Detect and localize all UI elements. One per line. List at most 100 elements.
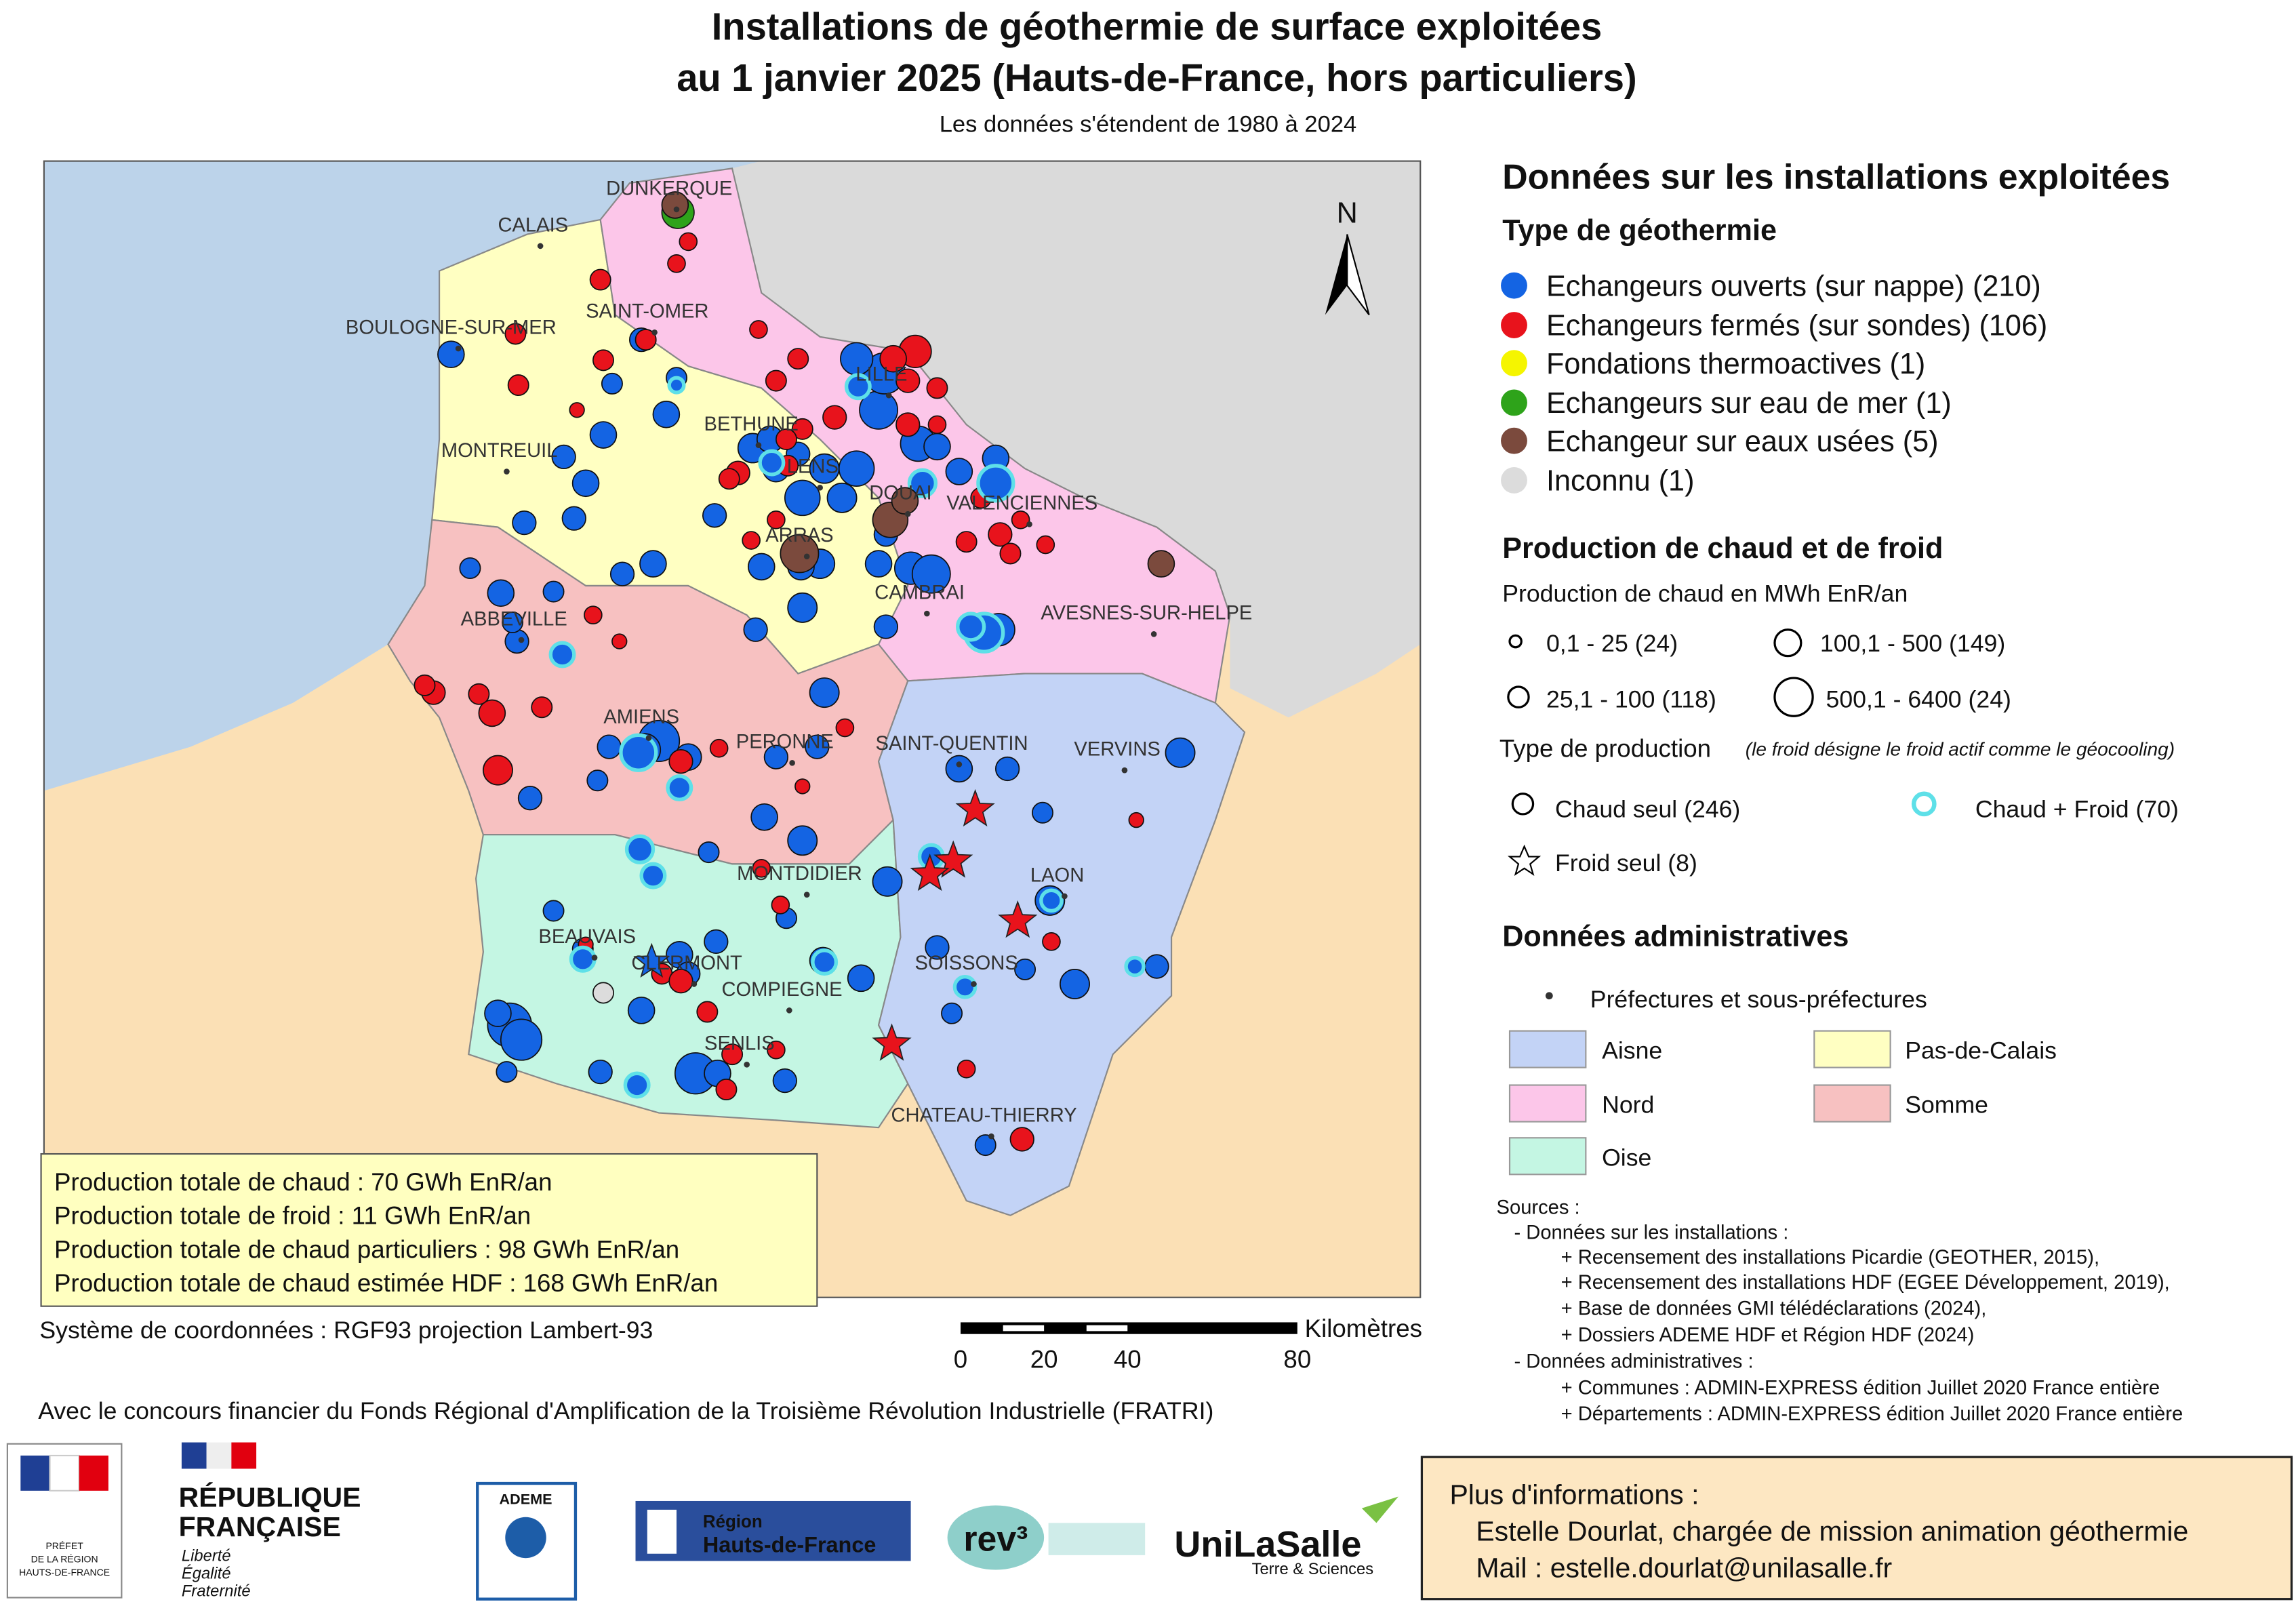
logo-text: Liberté <box>182 1547 231 1565</box>
north-arrow <box>1325 234 1348 315</box>
legend-size <box>1508 634 1523 649</box>
installation-cold-only <box>998 900 1038 938</box>
prefecture-point <box>591 955 598 961</box>
installation-open-loop <box>609 561 635 586</box>
prefecture-point <box>651 329 658 336</box>
legend-label: Nord <box>1602 1092 1654 1119</box>
installation-closed-loop <box>696 1001 719 1023</box>
north-label: N <box>1337 197 1358 229</box>
installation-closed-loop <box>679 232 698 252</box>
legend-label: Froid seul (8) <box>1555 849 1697 877</box>
contact-box <box>1420 1456 2293 1601</box>
installation-heat-cold <box>811 948 839 976</box>
prefecture-point <box>924 610 930 617</box>
legend-swatch <box>1545 992 1553 1000</box>
legend-swatch <box>1501 272 1527 299</box>
installation-open-loop <box>923 433 951 461</box>
installation-open-loop <box>601 372 623 395</box>
installation-closed-loop <box>504 323 527 345</box>
summary-line: Production totale de froid : 11 GWh EnR/… <box>54 1202 531 1230</box>
funding: Avec le concours financier du Fonds Régi… <box>38 1397 1213 1424</box>
installation-open-loop <box>847 964 875 993</box>
city-label: SENLIS <box>704 1033 775 1055</box>
prefecture-point <box>504 468 510 475</box>
logo-text: RÉPUBLIQUE <box>179 1482 361 1513</box>
city-label: COMPIEGNE <box>721 979 842 1001</box>
installation-closed-loop <box>791 418 813 440</box>
prefecture-point <box>755 442 762 448</box>
installation-closed-loop <box>721 1043 744 1066</box>
installation-closed-loop <box>771 896 790 915</box>
installation-open-loop <box>945 458 973 485</box>
legend-size <box>1773 677 1814 717</box>
installation-closed-loop <box>1036 535 1055 555</box>
installation-unknown <box>592 982 614 1004</box>
installation-open-loop <box>1060 969 1090 999</box>
scale-unit: Kilomètres <box>1305 1315 1422 1342</box>
installation-closed-loop <box>478 699 506 727</box>
installation-closed-loop <box>767 510 786 529</box>
logo-rev3 <box>947 1505 1045 1570</box>
logo-text: DE LA RÉGION <box>31 1554 98 1565</box>
installation-open-loop <box>652 400 681 428</box>
source-line: - Données administratives : <box>1514 1350 1753 1372</box>
installation-closed-loop <box>1042 932 1061 951</box>
prefecture-point <box>786 1007 792 1014</box>
legend-size <box>1773 628 1802 658</box>
installation-closed-loop <box>531 696 553 719</box>
source-line: + Recensement des installations HDF (EGE… <box>1561 1272 2170 1294</box>
installation-heat-cold <box>956 612 986 642</box>
legend-note: (le froid désigne le froid actif comme l… <box>1746 739 2175 760</box>
legend-swatch <box>1501 427 1527 454</box>
logo-text: HAUTS-DE-FRANCE <box>19 1567 110 1578</box>
installation-open-loop <box>941 1002 963 1024</box>
installation-open-loop <box>502 612 524 633</box>
installation-open-loop <box>1031 801 1053 824</box>
city-label: DUNKERQUE <box>606 178 732 199</box>
legend-swatch <box>1508 844 1542 877</box>
summary-line: Production totale de chaud particuliers … <box>54 1235 679 1263</box>
city-label: BOULOGNE-SUR-MER <box>346 317 557 338</box>
installation-closed-loop <box>749 320 768 339</box>
logo-shape <box>1361 1496 1398 1523</box>
installation-open-loop <box>872 866 903 897</box>
north-arrow <box>1346 234 1370 316</box>
installation-closed-loop <box>468 683 490 705</box>
installation-closed-loop <box>635 329 657 351</box>
legend-title: Données sur les installations exploitées <box>1502 157 2170 197</box>
installation-closed-loop <box>742 531 761 550</box>
city-label: BETHUNE <box>704 414 799 435</box>
prefecture-point <box>1121 767 1128 774</box>
prefecture-point <box>803 553 810 560</box>
source-line: Sources : <box>1497 1197 1580 1219</box>
legend-label: Oise <box>1602 1144 1651 1171</box>
scale-segment <box>961 1322 1297 1334</box>
installation-wastewater <box>780 534 820 574</box>
city-label: VALENCIENNES <box>946 493 1097 515</box>
installation-closed-loop <box>611 633 628 649</box>
installation-closed-loop <box>589 268 611 291</box>
installation-open-loop <box>805 734 830 759</box>
city-label: ABBEVILLE <box>461 608 567 630</box>
scale-label: 20 <box>1030 1345 1058 1373</box>
logo-text: ADEME <box>500 1490 552 1507</box>
prefecture-point <box>645 735 652 741</box>
installation-cold-only <box>633 942 670 978</box>
installation-closed-loop <box>414 674 436 696</box>
legend-swatch <box>1911 791 1937 817</box>
contact-line: Plus d'informations : <box>1449 1479 1699 1510</box>
logo-text: UniLaSalle <box>1174 1524 1361 1565</box>
installation-open-loop <box>864 550 893 578</box>
installation-closed-loop <box>718 468 740 490</box>
installation-cold-only <box>955 788 995 827</box>
cities: DUNKERQUE CALAIS SAINT-OMER BOULOGNE-SUR-ME… <box>346 178 1252 1140</box>
prefecture-point <box>1026 521 1032 527</box>
city-label: CAMBRAI <box>874 582 965 603</box>
installation-closed-loop <box>835 718 855 738</box>
legend-swatch <box>1511 793 1535 816</box>
installation-closed-loop <box>709 738 729 758</box>
scale-bar: Kilomètres 0 20 40 80 <box>954 1315 1422 1373</box>
flag <box>49 1454 80 1491</box>
legend-label: Echangeurs ouverts (sur nappe) (210) <box>1546 270 2041 302</box>
